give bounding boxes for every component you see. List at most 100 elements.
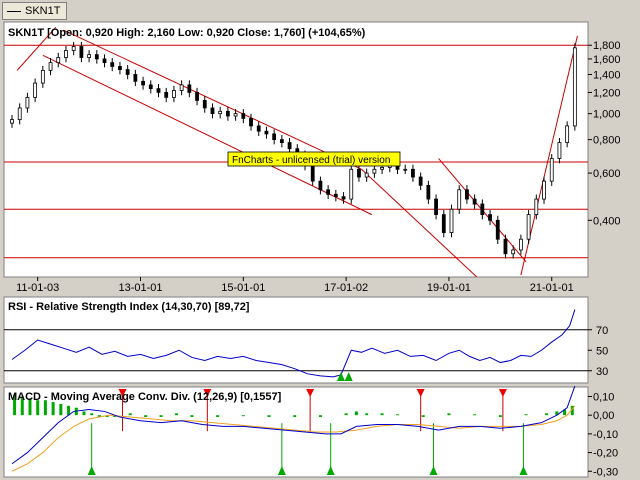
macd-y-axis: 0,10 0,00 -0,10 -0,20 -0,30 xyxy=(588,391,618,478)
candle-body xyxy=(426,184,431,200)
macd-main-line xyxy=(11,385,576,465)
candle-body xyxy=(133,74,138,82)
candle-body xyxy=(164,92,169,98)
macd-histogram-bar xyxy=(43,400,47,416)
candle-body xyxy=(411,168,415,178)
macd-histogram-bar xyxy=(51,402,55,416)
candle-body xyxy=(488,214,492,221)
candle-body xyxy=(318,180,323,191)
candle-body xyxy=(372,168,377,174)
rsi-y-tick-label: 50 xyxy=(596,345,608,357)
macd-histogram-bar xyxy=(174,413,178,416)
rsi-up-arrow-icon xyxy=(344,372,353,381)
macd-down-arrow-icon xyxy=(498,389,507,397)
candle-body xyxy=(526,214,531,240)
macd-down-arrow-icon xyxy=(118,389,127,397)
macd-histogram-bar xyxy=(90,413,94,416)
macd-histogram-bar xyxy=(128,413,132,416)
macd-up-arrow-icon xyxy=(326,466,335,475)
candle-body xyxy=(333,193,338,198)
macd-down-arrow-icon xyxy=(203,389,212,397)
macd-histogram-bar xyxy=(524,414,528,416)
price-x-tick-label: 15-01-01 xyxy=(221,282,265,294)
macd-panel xyxy=(3,386,589,478)
trend-line xyxy=(361,168,478,277)
macd-histogram-bar xyxy=(545,413,549,416)
price-x-tick-label: 11-01-03 xyxy=(16,282,59,294)
rsi-markers xyxy=(336,372,353,381)
candle-body xyxy=(33,82,38,98)
macd-histogram-bar xyxy=(144,415,148,418)
candle-body xyxy=(102,58,107,64)
candle-body xyxy=(518,238,523,251)
candle-body xyxy=(457,189,462,210)
candle-body xyxy=(349,168,354,200)
price-y-tick-label: 0,800 xyxy=(593,135,621,147)
macd-histogram-bar xyxy=(344,413,348,416)
candle-body xyxy=(17,107,22,121)
macd-histogram-bar xyxy=(563,409,567,416)
macd-histogram-bar xyxy=(20,396,24,416)
price-y-tick-label: 1,800 xyxy=(593,40,621,52)
candle-body xyxy=(64,50,68,58)
candle-body xyxy=(79,46,84,58)
candle-body xyxy=(172,90,176,98)
macd-down-arrow-icon xyxy=(416,389,425,397)
candle-body xyxy=(148,84,153,90)
macd-histogram-bar xyxy=(82,411,86,416)
rsi-series-line xyxy=(11,309,576,378)
macd-histogram-bar xyxy=(293,415,297,418)
symbol-tab-label: SKN1T xyxy=(25,5,61,17)
candle-body xyxy=(272,133,277,141)
candle-body xyxy=(534,198,539,216)
macd-histogram-bar xyxy=(159,415,163,418)
candle-body xyxy=(118,66,122,70)
rsi-panel-title: RSI - Relative Strength Index (14,30,70)… xyxy=(8,301,250,313)
candle-body xyxy=(87,54,92,58)
macd-histogram-bar xyxy=(36,400,40,416)
candle-body xyxy=(572,47,577,127)
rsi-up-arrow-icon xyxy=(336,372,345,381)
candle-body xyxy=(202,100,207,109)
macd-histogram-bar xyxy=(59,403,63,416)
candle-body xyxy=(557,142,562,159)
macd-up-arrow-icon xyxy=(519,466,528,475)
candle-body xyxy=(56,57,61,64)
candle-body xyxy=(25,96,30,109)
trial-notice-text: FnCharts - unlicensed (trial) version xyxy=(232,155,390,166)
candle-body xyxy=(441,214,446,233)
candle-body xyxy=(495,219,500,240)
candle-body xyxy=(210,107,215,115)
candle-body xyxy=(403,168,408,171)
candle-body xyxy=(511,249,516,255)
candle-body xyxy=(418,176,423,186)
trend-line xyxy=(42,54,373,216)
trial-notice-box xyxy=(227,151,401,167)
candle-body xyxy=(218,110,223,115)
macd-histogram-bar xyxy=(318,415,322,418)
candle-body xyxy=(364,172,369,178)
macd-histogram-bar xyxy=(13,394,17,416)
macd-up-arrow-icon xyxy=(277,466,286,475)
candle-body xyxy=(465,189,469,200)
macd-histogram-bar xyxy=(354,411,358,416)
candle-body xyxy=(141,80,145,86)
candle-body xyxy=(225,110,230,117)
macd-histogram-bar xyxy=(97,415,101,418)
candle-body xyxy=(279,139,284,143)
macd-histogram-bar xyxy=(28,398,32,416)
macd-y-tick-label: -0,30 xyxy=(593,466,618,478)
symbol-tab[interactable]: SKN1T xyxy=(2,2,68,20)
macd-histogram-bar xyxy=(365,413,369,416)
candle-body xyxy=(156,88,161,93)
macd-y-tick-label: -0,20 xyxy=(593,448,618,460)
price-y-tick-label: 1,000 xyxy=(593,109,621,121)
candle-body xyxy=(542,180,546,200)
macd-histogram-bar xyxy=(473,414,477,416)
macd-histogram-bar xyxy=(267,415,271,418)
rsi-threshold-lines xyxy=(4,329,588,372)
macd-panel-title: MACD - Moving Average Conv. Div. (12,26,… xyxy=(8,391,282,403)
candle-body xyxy=(233,113,238,117)
candle-body xyxy=(449,208,454,233)
